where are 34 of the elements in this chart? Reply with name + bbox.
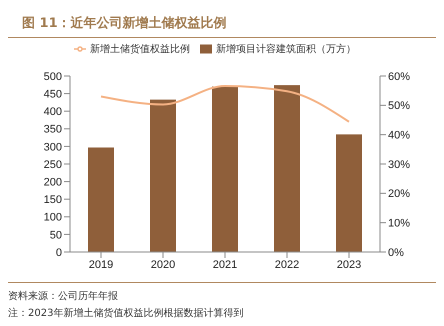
y2-tick-label: 20% — [388, 188, 410, 200]
y2-tick-label: 0% — [388, 246, 404, 259]
y-tick-label: 150 — [44, 194, 62, 206]
x-tick-label: 2020 — [150, 258, 176, 271]
y2-tick-label: 10% — [388, 218, 410, 230]
x-tick-label: 2019 — [88, 258, 114, 271]
text: 注：2023年新增土储货值权益比例根据数据计算得到 — [8, 306, 244, 321]
y2-tick-label: 40% — [388, 130, 410, 142]
y-tick-label: 100 — [44, 212, 62, 224]
bar — [150, 100, 176, 252]
y2-tick-label: 60% — [388, 70, 410, 83]
x-tick-label: 2022 — [274, 258, 300, 271]
legend-label: 新增项目计容建筑面积（万方） — [216, 44, 356, 55]
y-tick-label: 500 — [44, 70, 62, 83]
bar — [336, 134, 362, 252]
chart-title: 图 11：近年公司新增土储权益比例 — [22, 16, 227, 31]
y2-tick-label: 50% — [388, 100, 410, 112]
y-tick-label: 350 — [44, 124, 62, 136]
y-tick-label: 400 — [44, 106, 62, 118]
y-tick-label: 50 — [50, 229, 62, 242]
y-tick-label: 200 — [44, 176, 62, 189]
y2-tick-label: 30% — [388, 158, 410, 171]
text: 资料来源：公司历年年报 — [8, 290, 119, 304]
y-tick-label: 300 — [44, 141, 62, 154]
bar — [212, 86, 238, 252]
y-tick-label: 450 — [44, 88, 62, 101]
legend-label: 新增土储货值权益比例 — [90, 44, 190, 55]
y-tick-label: 0 — [56, 246, 62, 259]
y-tick-label: 250 — [44, 158, 62, 171]
bar — [88, 147, 114, 252]
line-series — [100, 84, 350, 123]
x-tick-label: 2023 — [336, 258, 362, 271]
x-tick-label: 2021 — [212, 258, 238, 271]
bar — [274, 85, 300, 252]
